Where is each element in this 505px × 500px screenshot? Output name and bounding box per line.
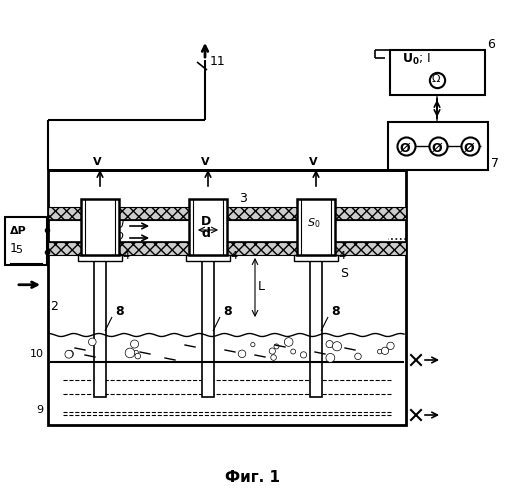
Text: V: V	[200, 157, 209, 167]
Bar	[389, 50, 484, 95]
Bar	[81, 199, 119, 255]
Text: Ø: Ø	[399, 142, 410, 155]
Bar	[48, 170, 405, 425]
Text: Ø: Ø	[463, 142, 474, 155]
Text: 4: 4	[337, 251, 344, 261]
Circle shape	[88, 338, 96, 345]
Text: ΔP: ΔP	[10, 226, 27, 236]
Text: d: d	[201, 227, 210, 240]
Circle shape	[386, 342, 393, 349]
Bar	[296, 199, 334, 255]
Bar	[387, 122, 487, 170]
Text: $S_0$: $S_0$	[307, 216, 320, 230]
Text: S: S	[339, 267, 347, 280]
Bar	[48, 207, 405, 220]
Circle shape	[130, 340, 138, 348]
Circle shape	[332, 342, 341, 351]
Bar	[48, 242, 405, 255]
Circle shape	[66, 350, 73, 358]
Text: 8: 8	[223, 305, 231, 318]
Circle shape	[381, 347, 388, 354]
Circle shape	[290, 349, 295, 354]
Text: 8: 8	[330, 305, 339, 318]
Bar	[189, 199, 227, 255]
Text: 10: 10	[30, 349, 44, 359]
Circle shape	[250, 342, 255, 347]
Circle shape	[125, 348, 134, 358]
Text: V: V	[93, 157, 102, 167]
Text: Фиг. 1: Фиг. 1	[225, 470, 280, 486]
Text: V: V	[309, 157, 317, 167]
Text: Ω: Ω	[431, 74, 440, 85]
Text: 9: 9	[36, 405, 43, 415]
Bar	[5, 217, 47, 265]
Text: 7: 7	[490, 157, 498, 170]
Circle shape	[270, 354, 276, 360]
Circle shape	[377, 350, 381, 354]
Bar	[78, 255, 122, 261]
Bar	[310, 255, 321, 397]
Text: L: L	[258, 280, 265, 293]
Text: 8: 8	[115, 305, 123, 318]
Text: 4: 4	[230, 251, 237, 261]
Text: 6: 6	[486, 38, 494, 51]
Text: Ø: Ø	[431, 142, 442, 155]
Text: D: D	[200, 215, 211, 228]
Circle shape	[273, 344, 278, 349]
Text: 2: 2	[50, 300, 58, 313]
Bar	[201, 255, 214, 397]
Text: 11: 11	[210, 55, 225, 68]
Text: 3: 3	[238, 192, 246, 205]
Circle shape	[300, 352, 306, 358]
Bar	[94, 255, 106, 397]
Text: 5: 5	[15, 245, 22, 255]
Circle shape	[238, 350, 245, 358]
Circle shape	[65, 350, 73, 358]
Circle shape	[325, 354, 334, 362]
Circle shape	[325, 340, 332, 347]
Text: U: U	[115, 220, 123, 230]
Text: 1: 1	[10, 242, 18, 254]
Bar	[293, 255, 337, 261]
Circle shape	[354, 353, 361, 360]
Circle shape	[135, 353, 140, 359]
Bar	[186, 255, 230, 261]
Text: 4: 4	[122, 251, 129, 261]
Circle shape	[269, 348, 275, 354]
Circle shape	[284, 338, 292, 346]
Text: Q: Q	[115, 232, 124, 242]
Circle shape	[134, 350, 138, 354]
Text: $\mathbf{U_0}$; I: $\mathbf{U_0}$; I	[401, 52, 430, 66]
